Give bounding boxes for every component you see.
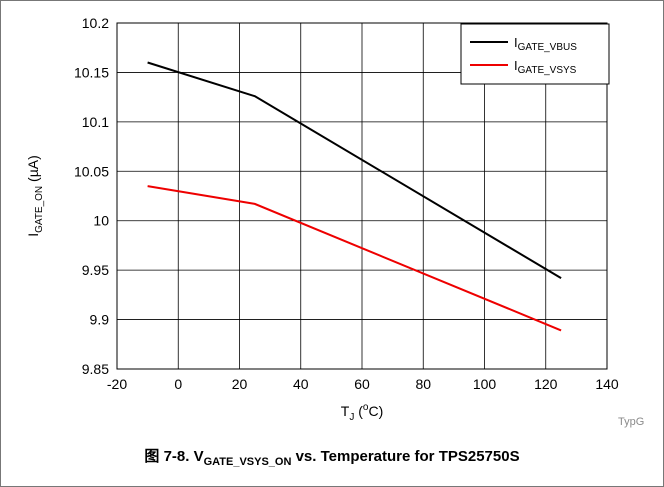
x-tick-label: 100 [473,376,497,392]
x-tick-label: 0 [174,376,182,392]
x-axis-label: TJ (oC) [341,402,383,423]
x-tick-label: 40 [293,376,309,392]
y-axis-label-sub: GATE_ON [34,186,45,233]
y-tick-label: 9.9 [90,312,110,328]
legend-box [460,23,610,85]
x-tick-label: 80 [415,376,431,392]
x-tick-label: 120 [534,376,558,392]
y-tick-label: 9.95 [82,262,109,278]
legend-label-vsys: IGATE_VSYS [514,58,577,76]
x-tick-label: 140 [595,376,619,392]
watermark: TypG [618,416,645,428]
y-tick-label: 10.05 [74,163,109,179]
legend-label-vbus: IGATE_VBUS [514,35,577,53]
y-tick-label: 9.85 [82,361,109,377]
x-tick-labels: -20 0 20 40 60 80 100 120 140 [107,376,619,392]
plot-border [116,22,608,370]
x-tick-label: 20 [232,376,248,392]
figure-caption: 图 7-8. VGATE_VSYS_ON vs. Temperature for… [144,448,520,468]
y-tick-label: 10.15 [74,64,109,80]
y-tick-labels: 9.85 9.9 9.95 10 10.05 10.1 10.15 10.2 [74,15,109,377]
y-tick-label: 10.1 [82,114,109,130]
y-tick-label: 10.2 [82,15,109,31]
legend: IGATE_VBUS IGATE_VSYS [460,23,610,85]
y-tick-label: 10 [93,213,109,229]
series-line-gate-vbus [147,61,562,279]
x-tick-label: 60 [354,376,370,392]
series-lines [147,61,562,332]
series-line-gate-vsys [147,185,562,332]
y-axis-label: IGATE_ON (µA) [25,155,45,237]
x-tick-label: -20 [107,376,127,392]
